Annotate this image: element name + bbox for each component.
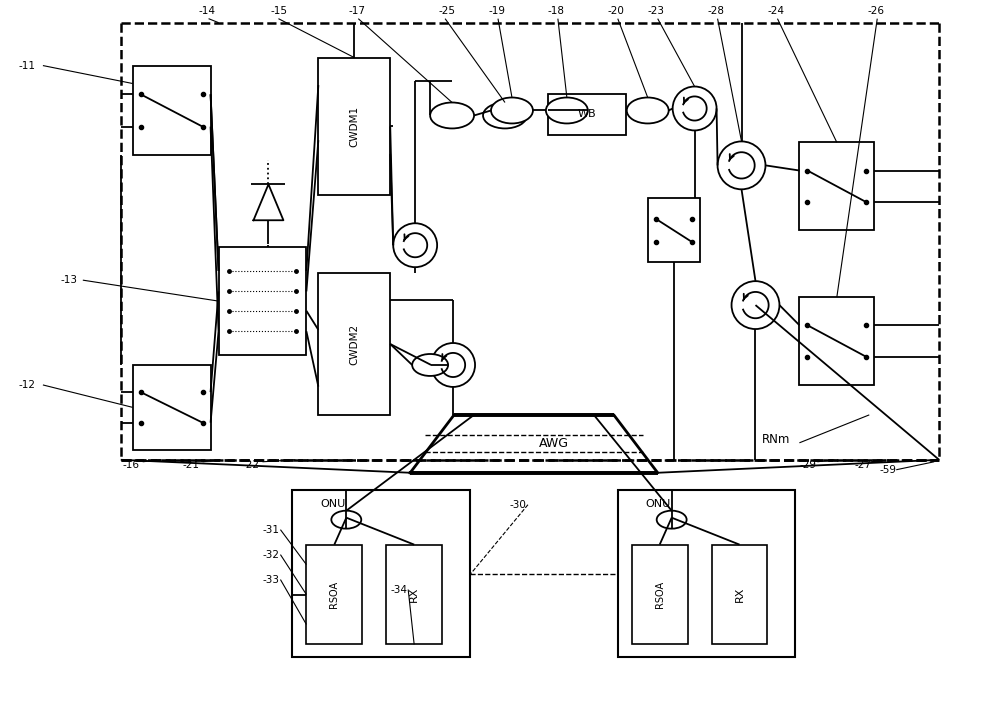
Text: RX: RX [409,587,419,602]
Text: -31: -31 [262,524,279,535]
Circle shape [732,281,779,329]
Bar [133,65,211,155]
Circle shape [431,343,475,387]
Circle shape [393,223,437,267]
Text: CWDM2: CWDM2 [349,324,359,364]
Bar [632,545,688,644]
Text: -23: -23 [648,6,665,15]
Text: ONU: ONU [646,498,671,509]
Text: -19: -19 [488,6,505,15]
Bar [306,545,362,644]
Bar [219,247,306,355]
Text: AWG: AWG [539,437,569,450]
Text: -21: -21 [183,460,200,470]
Circle shape [718,141,765,190]
Text: -25: -25 [438,6,455,15]
Ellipse shape [546,98,588,124]
Text: WB: WB [578,110,596,119]
Text: -22: -22 [243,460,260,470]
Bar [648,198,700,262]
Text: RSOA: RSOA [655,581,665,608]
Bar [548,93,626,135]
Text: ONU: ONU [320,498,346,509]
Text: -13: -13 [61,275,78,285]
Text: CWDM1: CWDM1 [349,106,359,147]
Text: -59: -59 [879,465,896,475]
Bar [618,490,795,657]
Text: -30: -30 [510,500,527,510]
Bar [799,143,874,230]
Text: -26: -26 [867,6,884,15]
Text: -28: -28 [708,6,725,15]
Circle shape [673,86,717,131]
Ellipse shape [331,510,361,529]
Ellipse shape [430,102,474,128]
Text: -24: -24 [767,6,784,15]
Bar [712,545,767,644]
Bar [318,273,390,415]
Ellipse shape [657,510,687,529]
Text: -11: -11 [19,60,36,71]
Text: -18: -18 [548,6,565,15]
Text: RSOA: RSOA [329,581,339,608]
Text: -34: -34 [390,585,407,595]
Text: -15: -15 [270,6,287,15]
Text: -12: -12 [19,380,36,390]
Text: -32: -32 [262,550,279,559]
Text: -17: -17 [348,6,365,15]
Bar [799,297,874,385]
Bar [133,365,211,450]
Text: RNm: RNm [761,433,790,446]
Bar [386,545,442,644]
Ellipse shape [627,98,669,124]
Text: -27: -27 [854,460,871,470]
Text: -33: -33 [262,574,279,585]
Ellipse shape [491,98,533,124]
Text: -16: -16 [123,460,140,470]
Bar [292,490,470,657]
Text: -20: -20 [608,6,625,15]
Ellipse shape [483,102,527,128]
Text: -29: -29 [799,460,816,470]
Bar [318,58,390,195]
Ellipse shape [412,354,448,376]
Text: -14: -14 [199,6,216,15]
Text: RX: RX [735,587,745,602]
